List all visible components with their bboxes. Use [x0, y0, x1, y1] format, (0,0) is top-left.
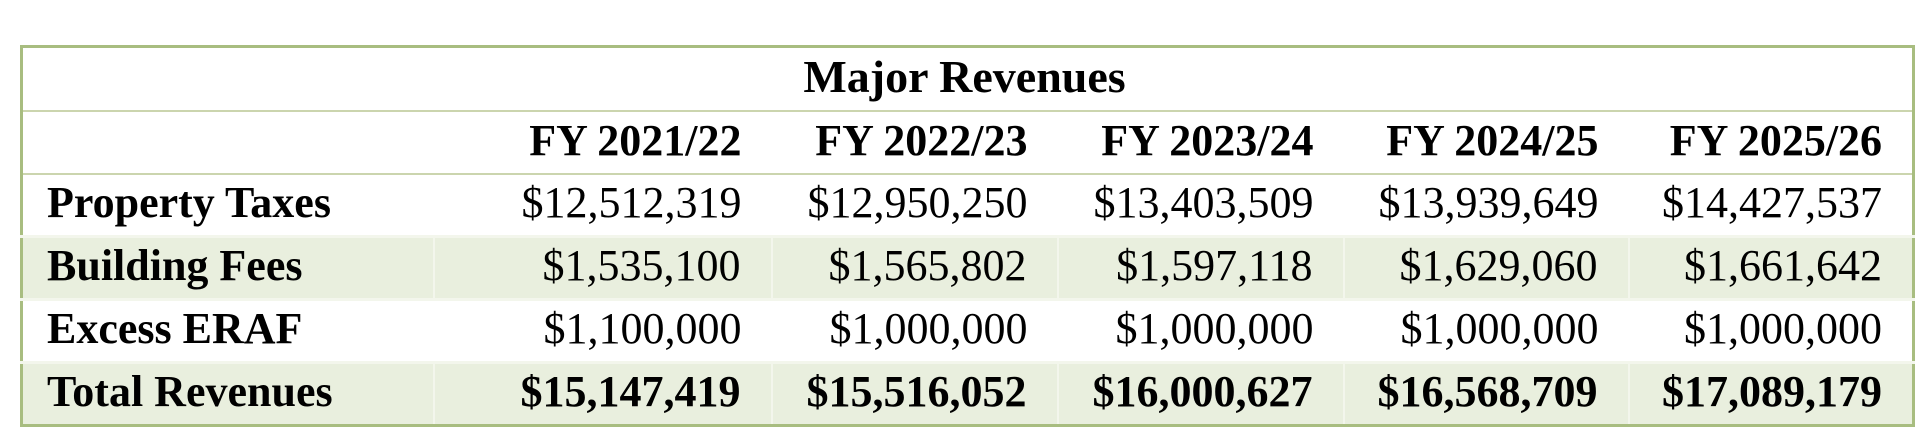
row-label-property-taxes: Property Taxes	[47, 178, 331, 227]
header-empty-cell	[21, 111, 434, 175]
value-cell: $1,000,000	[1343, 298, 1629, 363]
major-revenues-table: Major Revenues FY 2021/22 FY 2022/23 FY …	[20, 45, 1916, 427]
value-cell: $14,427,537	[1662, 178, 1883, 227]
row-excess-eraf: Excess ERAF $1,100,000 $1,000,000 $1,000…	[21, 298, 1914, 363]
value-cell: $15,516,052	[770, 361, 1058, 426]
row-label-building-fees: Building Fees	[21, 235, 434, 300]
value-cell: $13,403,509	[1093, 178, 1314, 227]
row-building-fees: Building Fees $1,535,100 $1,565,802 $1,5…	[21, 235, 1914, 300]
value-cell: $17,089,179	[1627, 361, 1914, 426]
value-cell: $1,000,000	[771, 298, 1058, 363]
value-cell: $16,000,627	[1056, 361, 1344, 426]
value-cell: $1,629,060	[1342, 235, 1629, 300]
row-property-taxes: Property Taxes $12,512,319 $12,950,250 $…	[22, 174, 1914, 237]
table-header-row: FY 2021/22 FY 2022/23 FY 2023/24 FY 2024…	[21, 111, 1914, 175]
value-cell: $1,000,000	[1628, 298, 1914, 363]
col-header-fy-2025-26: FY 2025/26	[1628, 111, 1914, 175]
col-header-fy-2021-22: FY 2021/22	[433, 111, 772, 175]
value-cell: $12,950,250	[807, 178, 1028, 227]
value-cell: $15,147,419	[432, 361, 772, 426]
value-cell: $1,100,000	[433, 298, 772, 363]
row-label-excess-eraf: Excess ERAF	[21, 298, 434, 363]
value-cell: $13,939,649	[1378, 178, 1599, 227]
row-total-revenues: Total Revenues $15,147,419 $15,516,052 $…	[21, 361, 1914, 426]
value-cell: $1,565,802	[770, 235, 1058, 300]
value-cell: $1,597,118	[1056, 235, 1344, 300]
col-header-fy-2023-24: FY 2023/24	[1057, 111, 1344, 175]
row-label-total-revenues: Total Revenues	[21, 361, 434, 426]
value-cell: $12,512,319	[521, 178, 742, 227]
value-cell: $1,661,642	[1627, 235, 1914, 300]
value-cell: $16,568,709	[1342, 361, 1629, 426]
table-title-row: Major Revenues	[21, 46, 1914, 112]
value-cell: $1,000,000	[1057, 298, 1344, 363]
col-header-fy-2022-23: FY 2022/23	[771, 111, 1058, 175]
col-header-fy-2024-25: FY 2024/25	[1343, 111, 1629, 175]
table-title: Major Revenues	[21, 46, 1914, 112]
value-cell: $1,535,100	[432, 235, 772, 300]
